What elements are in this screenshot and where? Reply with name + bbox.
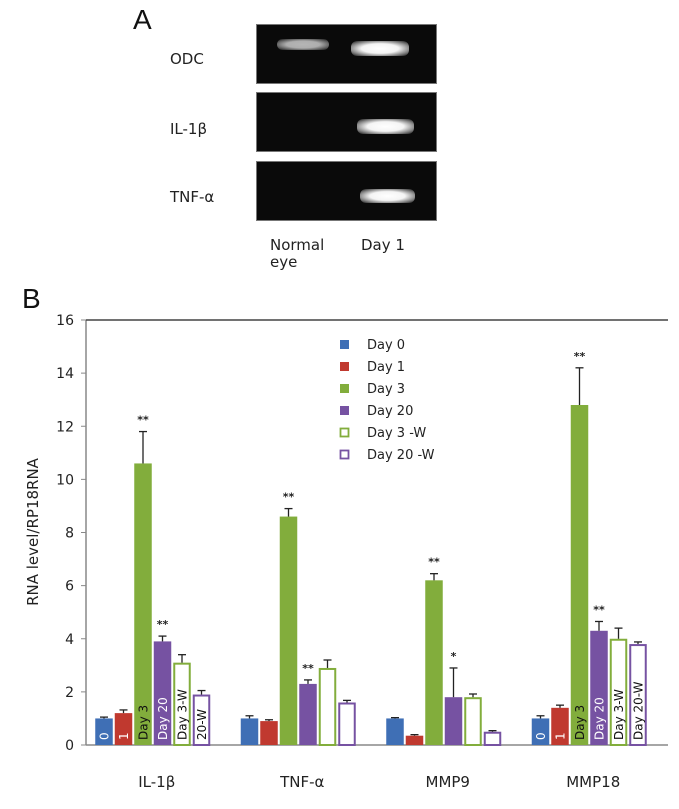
significance-label: ** <box>283 491 295 504</box>
bar <box>405 735 424 745</box>
gel-image-tnfa <box>256 161 437 221</box>
lane-label-normal-line2: eye <box>270 253 298 271</box>
legend-swatch <box>340 406 349 415</box>
legend-label: Day 0 <box>367 338 405 353</box>
gel-row-label-odc: ODC <box>170 50 204 68</box>
y-tick-label: 0 <box>65 738 74 754</box>
y-tick-label: 14 <box>56 366 74 382</box>
lane-label-normal-line1: Normal <box>270 236 325 254</box>
significance-label: ** <box>428 556 440 569</box>
legend-label: Day 20 <box>367 404 413 419</box>
y-tick-label: 12 <box>56 419 74 435</box>
bar-data-label: 0 <box>534 732 548 740</box>
legend-label: Day 20 -W <box>367 448 435 463</box>
significance-label: ** <box>302 662 314 675</box>
legend-swatch <box>340 362 349 371</box>
bar <box>483 731 502 746</box>
y-tick-label: 4 <box>65 632 74 648</box>
gel-band-day1-tnfa <box>360 189 415 203</box>
legend-swatch <box>340 384 349 393</box>
bar <box>551 707 569 745</box>
legend-swatch <box>340 340 349 349</box>
bar-data-label: Day 3-W <box>612 689 626 740</box>
bar-data-label: Day 3-W <box>176 689 190 740</box>
gel-row-label-il1b: IL-1β <box>170 120 208 138</box>
bar-data-label: Day 3 <box>137 705 151 740</box>
bar-data-label: 1 <box>554 732 568 740</box>
lane-label-day1: Day 1 <box>361 237 405 254</box>
legend-label: Day 1 <box>367 360 405 375</box>
y-tick-label: 16 <box>56 313 74 329</box>
bar <box>192 694 211 746</box>
panel-b-letter: B <box>22 283 41 314</box>
y-axis-label: RNA level/RP18RNA <box>24 457 42 606</box>
panel-a-letter: A <box>133 4 152 35</box>
bar <box>531 718 550 745</box>
gel-image-odc <box>256 24 437 84</box>
bar <box>173 662 191 746</box>
x-category-label: IL-1β <box>138 773 175 791</box>
lane-label-day1-line1: Day 1 <box>361 236 405 254</box>
significance-label: ** <box>593 603 605 616</box>
chart-bars: 0 1**Day 3**Day 20 Day 3-W 20-W*******0 1**D… <box>95 350 647 746</box>
bar <box>318 667 337 746</box>
gel-row-label-tnfa: TNF-α <box>170 188 215 206</box>
bar-data-label: 0 <box>98 732 112 740</box>
bar <box>464 697 482 746</box>
legend-swatch <box>339 449 350 460</box>
bar <box>629 644 647 746</box>
bar <box>279 516 298 745</box>
significance-label: ** <box>574 350 586 363</box>
gel-band-day1-il1b <box>357 119 414 134</box>
bar <box>260 721 278 745</box>
bar-data-label: 1 <box>117 732 131 740</box>
x-category-label: MMP9 <box>426 773 470 791</box>
y-tick-label: 8 <box>65 526 74 542</box>
significance-label: ** <box>157 618 169 631</box>
bar-data-label: Day 20-W <box>632 681 646 740</box>
bar-data-label: Day 20 <box>593 697 607 740</box>
bar <box>444 697 463 745</box>
bar <box>425 580 443 745</box>
x-category-label: MMP18 <box>566 773 620 791</box>
bar <box>609 638 628 746</box>
bar <box>114 713 133 745</box>
gel-image-il1b <box>256 92 437 152</box>
bar-data-label: Day 3 <box>573 705 587 740</box>
bar <box>570 405 589 745</box>
y-tick-label: 10 <box>56 472 74 488</box>
bar <box>299 683 317 745</box>
bar <box>95 718 113 745</box>
lane-label-normal-eye: Normal eye <box>270 237 324 271</box>
bar <box>153 641 172 745</box>
bar <box>338 702 356 746</box>
bar <box>240 718 259 745</box>
legend-label: Day 3 <box>367 382 405 397</box>
y-tick-label: 2 <box>65 685 74 701</box>
x-category-label: TNF-α <box>279 773 324 791</box>
legend-swatch <box>339 427 350 438</box>
bar-data-label: 20-W <box>195 709 209 740</box>
legend-label: Day 3 -W <box>367 426 426 441</box>
bar <box>386 718 404 745</box>
significance-label: ** <box>137 414 149 427</box>
chart-legend: Day 0 Day 1 Day 3 Day 20 Day 3 -W Day 20 -W <box>339 338 435 463</box>
bar <box>134 463 152 745</box>
bar-data-label: Day 20 <box>156 697 170 740</box>
gel-band-day1-odc <box>351 41 409 56</box>
bar <box>590 630 608 745</box>
gel-band-normal-odc <box>277 39 329 50</box>
y-tick-label: 6 <box>65 579 74 595</box>
significance-label: * <box>451 650 457 663</box>
